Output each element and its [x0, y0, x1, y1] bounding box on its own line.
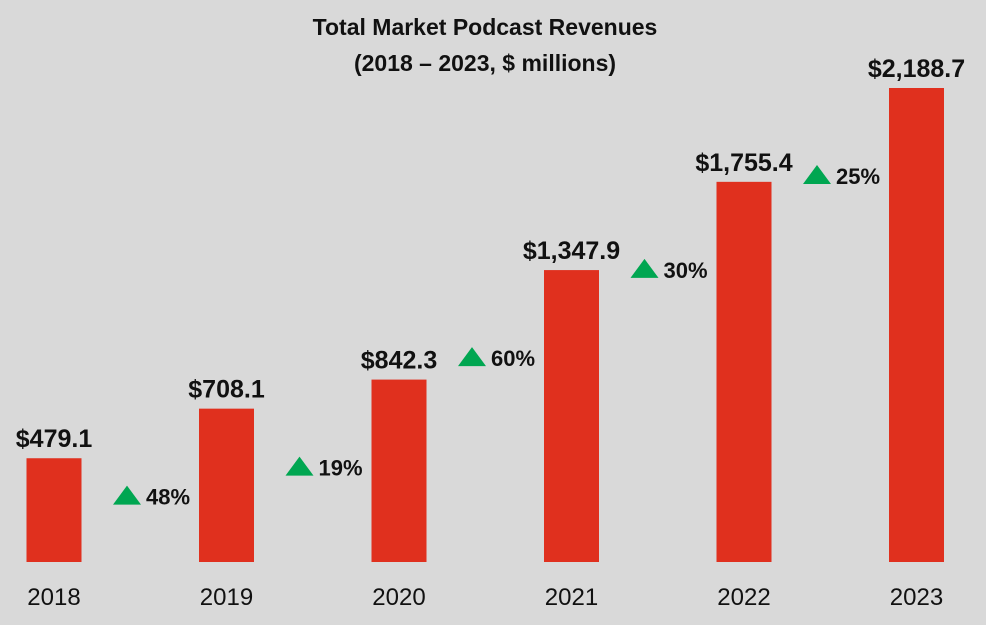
growth-indicator-2019: 48%: [113, 485, 190, 510]
growth-label: 48%: [146, 485, 190, 510]
value-label-2022: $1,755.4: [695, 149, 792, 177]
bar-2023: [889, 88, 944, 562]
bar-2019: [199, 408, 254, 562]
growth-label: 30%: [664, 258, 708, 283]
x-tick-label-2022: 2022: [717, 584, 770, 611]
chart-title: Total Market Podcast Revenues: [312, 14, 658, 40]
x-tick-label-2019: 2019: [200, 584, 253, 611]
value-label-2018: $479.1: [16, 425, 93, 453]
value-label-2023: $2,188.7: [868, 55, 965, 83]
growth-indicator-2020: 19%: [285, 456, 363, 481]
x-tick-label-2020: 2020: [372, 584, 425, 611]
bar-2022: [716, 181, 772, 562]
up-triangle-icon: [803, 165, 831, 184]
bar-2018: [26, 458, 82, 562]
growth-label: 19%: [319, 456, 363, 481]
growth-indicator-2021: 60%: [458, 346, 535, 371]
growth-label: 60%: [491, 346, 535, 371]
x-tick-label-2018: 2018: [27, 584, 80, 611]
growth-indicator-2022: 30%: [630, 258, 708, 283]
x-tick-label-2021: 2021: [545, 584, 598, 611]
chart-subtitle: (2018 – 2023, $ millions): [353, 50, 617, 76]
up-triangle-icon: [458, 347, 486, 367]
x-tick-label-2023: 2023: [890, 584, 943, 611]
value-label-2020: $842.3: [361, 347, 437, 375]
growth-label: 25%: [836, 164, 880, 189]
bar-2021: [544, 270, 599, 562]
up-triangle-icon: [113, 485, 141, 505]
up-triangle-icon: [285, 456, 314, 476]
value-label-2019: $708.1: [188, 376, 265, 404]
growth-indicator-2023: 25%: [803, 164, 880, 189]
value-label-2021: $1,347.9: [523, 237, 620, 265]
up-triangle-icon: [630, 258, 659, 278]
bar-2020: [371, 379, 427, 562]
